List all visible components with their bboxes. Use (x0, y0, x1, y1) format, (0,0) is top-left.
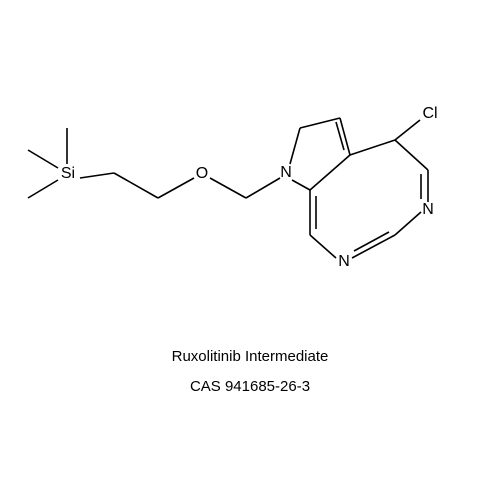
cas-number: CAS 941685-26-3 (0, 378, 500, 395)
atom-n-right: N (422, 201, 434, 218)
figure-container: Cl N N N O Si Ruxolitinib Intermediate C… (0, 0, 500, 500)
molecule-svg: Cl N N N O Si (0, 0, 500, 500)
compound-name: Ruxolitinib Intermediate (0, 348, 500, 365)
atom-n-bottom: N (338, 253, 350, 270)
atom-cl: Cl (422, 105, 437, 122)
atom-o: O (196, 165, 208, 182)
atom-n-pyrrole: N (280, 164, 292, 181)
atom-si: Si (61, 165, 75, 182)
